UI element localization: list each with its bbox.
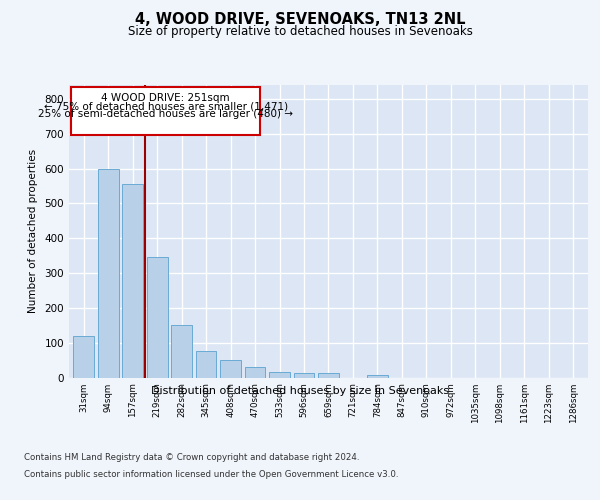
Bar bbox=[245, 367, 265, 378]
Bar bbox=[73, 336, 94, 378]
Text: 4 WOOD DRIVE: 251sqm: 4 WOOD DRIVE: 251sqm bbox=[101, 93, 230, 103]
Text: Distribution of detached houses by size in Sevenoaks: Distribution of detached houses by size … bbox=[151, 386, 449, 396]
Text: Contains HM Land Registry data © Crown copyright and database right 2024.: Contains HM Land Registry data © Crown c… bbox=[24, 452, 359, 462]
Bar bbox=[318, 374, 339, 378]
Bar bbox=[367, 374, 388, 378]
Bar bbox=[98, 168, 119, 378]
Text: ← 75% of detached houses are smaller (1,471): ← 75% of detached houses are smaller (1,… bbox=[44, 102, 288, 112]
Bar bbox=[196, 352, 217, 378]
Bar bbox=[269, 372, 290, 378]
Bar bbox=[171, 326, 192, 378]
Text: Contains public sector information licensed under the Open Government Licence v3: Contains public sector information licen… bbox=[24, 470, 398, 479]
Bar bbox=[147, 258, 167, 378]
FancyBboxPatch shape bbox=[71, 86, 260, 136]
Bar bbox=[220, 360, 241, 378]
Y-axis label: Number of detached properties: Number of detached properties bbox=[28, 149, 38, 314]
Text: 4, WOOD DRIVE, SEVENOAKS, TN13 2NL: 4, WOOD DRIVE, SEVENOAKS, TN13 2NL bbox=[135, 12, 465, 28]
Bar bbox=[293, 374, 314, 378]
Text: Size of property relative to detached houses in Sevenoaks: Size of property relative to detached ho… bbox=[128, 25, 472, 38]
Bar bbox=[122, 184, 143, 378]
Text: 25% of semi-detached houses are larger (480) →: 25% of semi-detached houses are larger (… bbox=[38, 109, 293, 119]
